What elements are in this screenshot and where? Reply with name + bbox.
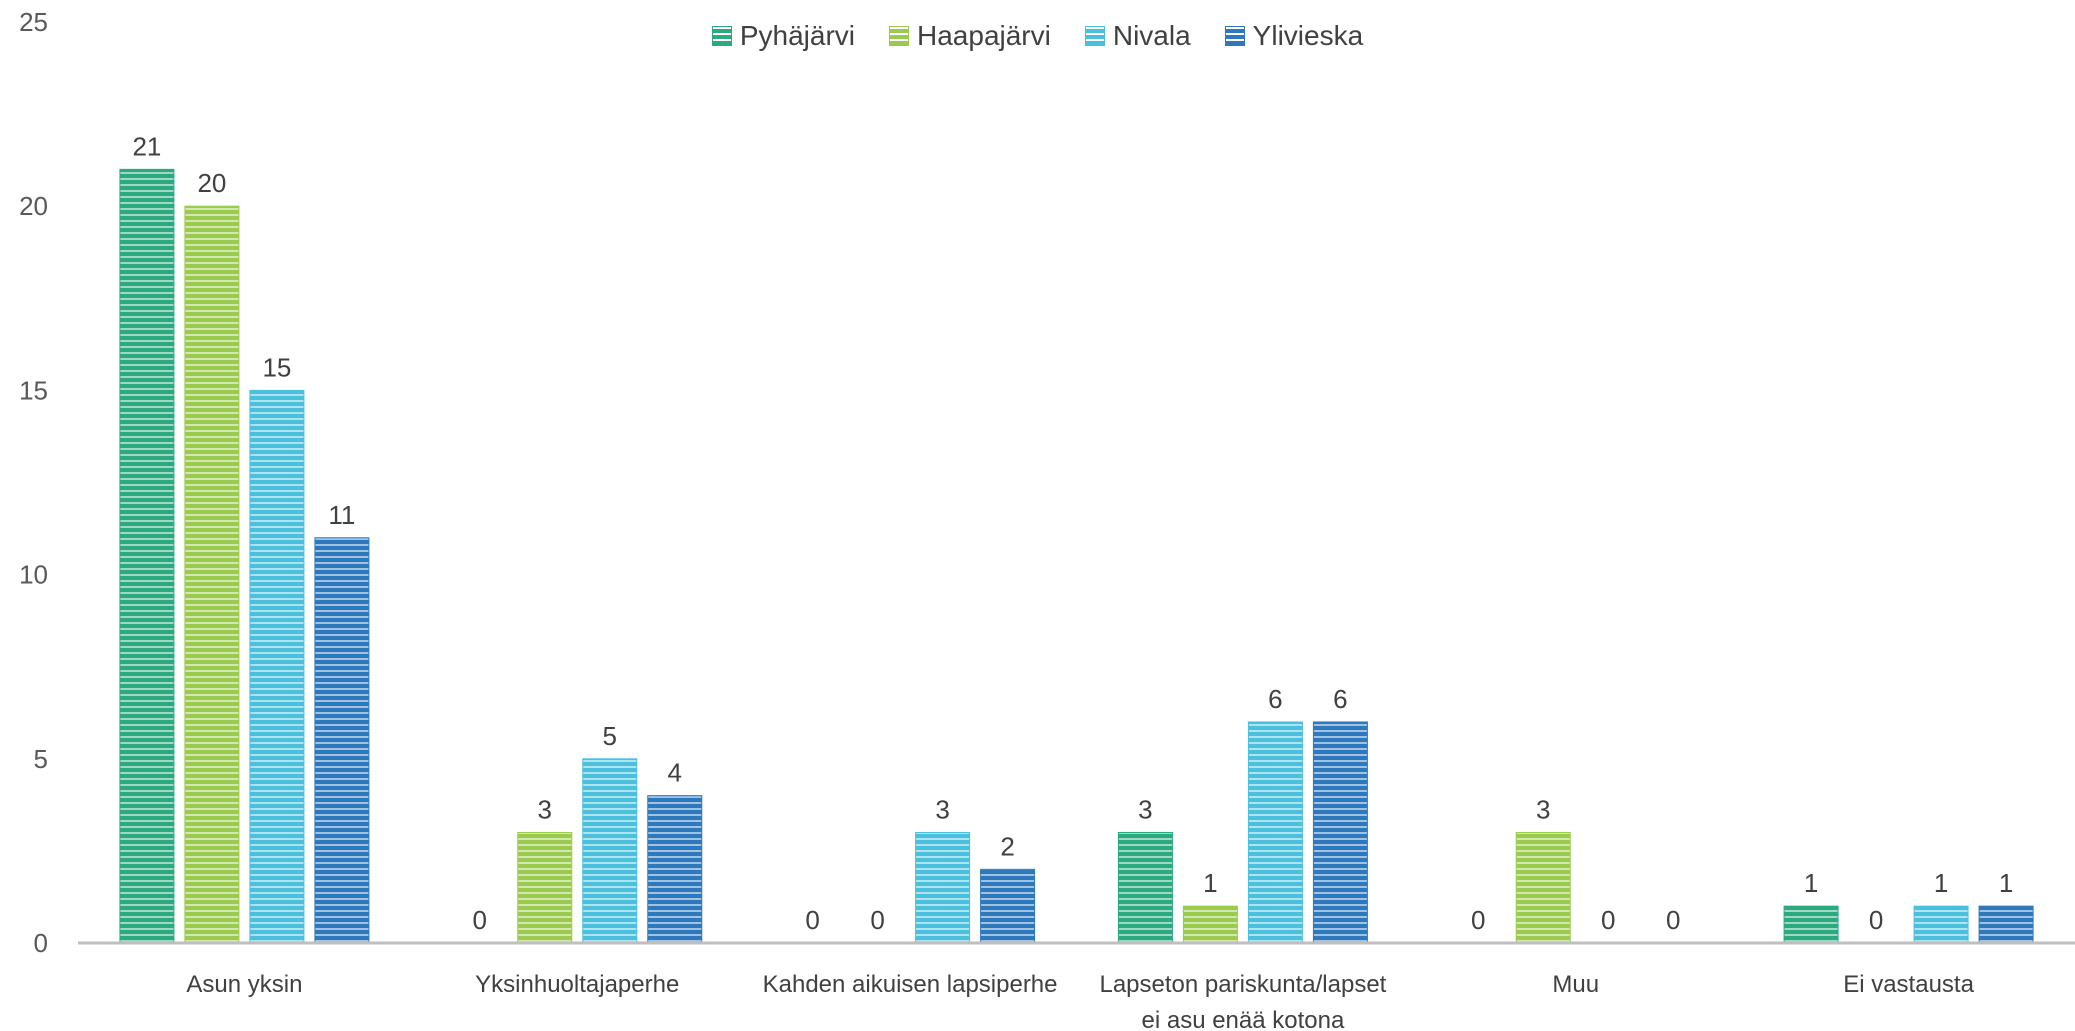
legend-label: Ylivieska [1252, 20, 1364, 51]
y-tick-label: 15 [19, 375, 48, 405]
y-tick-label: 20 [19, 191, 48, 221]
bar [1117, 831, 1173, 944]
legend-item: Ylivieska [1224, 20, 1364, 52]
bar [1783, 905, 1839, 944]
legend-label: Haapajärvi [917, 20, 1051, 51]
legend-swatch [889, 26, 909, 46]
data-label: 3 [935, 794, 949, 824]
data-label: 4 [668, 758, 682, 788]
bar [582, 758, 638, 944]
bar [119, 168, 175, 944]
data-label: 11 [328, 500, 355, 530]
x-tick-label: Kahden aikuisen lapsiperhe [763, 971, 1058, 998]
bar [1515, 831, 1571, 944]
legend-item: Nivala [1084, 20, 1191, 52]
data-label: 6 [1268, 684, 1282, 714]
y-tick-label: 25 [19, 7, 48, 37]
x-tick-label: Asun yksin [186, 971, 302, 998]
data-label: 0 [1666, 905, 1680, 935]
data-label: 0 [805, 905, 819, 935]
x-tick-label: Yksinhuoltajaperhe [475, 971, 679, 998]
data-label: 5 [603, 721, 617, 751]
legend: Pyhäjärvi Haapajärvi Nivala Ylivieska [0, 20, 2075, 52]
data-label: 0 [1601, 905, 1615, 935]
legend-label: Pyhäjärvi [739, 20, 855, 51]
bar [1247, 721, 1303, 944]
data-label: 20 [197, 168, 226, 198]
legend-item: Haapajärvi [889, 20, 1051, 52]
data-label: 3 [1138, 794, 1152, 824]
x-tick-label: Ei vastausta [1843, 971, 1974, 998]
legend-swatch [1084, 26, 1105, 46]
data-label: 0 [473, 905, 487, 935]
x-tick-label: ei asu enää kotona [1142, 1007, 1345, 1031]
bar [980, 868, 1036, 944]
y-tick-label: 5 [34, 744, 48, 774]
data-label: 1 [1934, 868, 1948, 898]
y-tick-label: 0 [34, 928, 48, 958]
legend-swatch [711, 26, 732, 46]
data-label: 3 [538, 794, 552, 824]
bar [314, 537, 370, 944]
data-label: 0 [870, 905, 884, 935]
data-label: 1 [1203, 868, 1217, 898]
x-tick-label: Muu [1552, 971, 1599, 998]
legend-label: Nivala [1112, 20, 1191, 51]
x-tick-label: Lapseton pariskunta/lapset [1099, 971, 1386, 998]
data-label: 3 [1536, 794, 1550, 824]
data-label: 6 [1333, 684, 1347, 714]
bar [184, 205, 240, 944]
data-label: 0 [1471, 905, 1485, 935]
legend-item: Pyhäjärvi [711, 20, 855, 52]
data-label: 1 [1804, 868, 1818, 898]
data-label: 2 [1000, 831, 1014, 861]
data-label: 0 [1869, 905, 1883, 935]
bar [647, 795, 703, 944]
bar [517, 831, 573, 944]
data-label: 15 [262, 352, 291, 382]
data-label: 21 [132, 131, 161, 161]
bar [249, 389, 305, 944]
bar [1182, 905, 1238, 944]
bar [1978, 905, 2034, 944]
bar [1312, 721, 1368, 944]
legend-swatch [1224, 26, 1245, 46]
bar [1913, 905, 1969, 944]
y-tick-label: 10 [19, 560, 48, 590]
bar [915, 831, 971, 944]
data-label: 1 [1999, 868, 2013, 898]
